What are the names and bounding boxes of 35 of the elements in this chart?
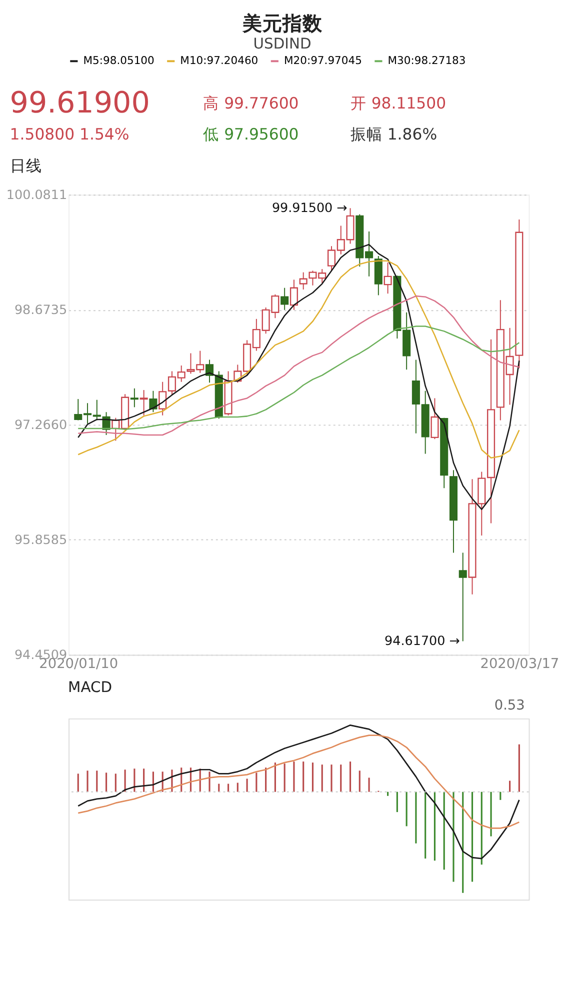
- y-tick-label: 100.0811: [6, 186, 68, 202]
- candlestick: [280, 287, 289, 310]
- annotation: 94.61700 →: [384, 633, 460, 648]
- text: 振幅 1.86%: [350, 124, 438, 144]
- candlestick: [299, 272, 308, 290]
- line-series: [77, 244, 520, 510]
- text: 开 98.11500: [350, 93, 446, 112]
- candlestick: [290, 279, 298, 310]
- candlestick: [130, 388, 138, 408]
- line-series: [77, 260, 520, 459]
- text: 1.50800 1.54%: [10, 124, 130, 144]
- chart-title: MACD: [68, 679, 112, 696]
- y-tick-label: 98.6735: [14, 302, 68, 318]
- candlestick: [140, 390, 148, 416]
- text: 99.61900: [10, 85, 150, 120]
- line-series: [77, 326, 520, 430]
- text: 高 99.77600: [203, 93, 299, 112]
- annotation: 99.91500 →: [272, 200, 348, 216]
- text: 日线: [10, 156, 42, 176]
- candlestick: [384, 262, 392, 294]
- candlestick: [458, 552, 467, 642]
- chart-subtitle: USDIND: [253, 36, 312, 53]
- legend-label: M30:98.27183: [388, 54, 466, 68]
- candlestick: [430, 398, 439, 440]
- legend-label: M10:97.20460: [180, 54, 258, 68]
- legend-label: M20:97.97045: [284, 54, 362, 68]
- legend-label: M5:98.05100: [83, 54, 155, 68]
- line-series: [77, 295, 520, 436]
- chart-title: 美元指数: [241, 12, 324, 36]
- y-tick-label: 97.2660: [14, 417, 68, 432]
- text: 0.53: [494, 698, 525, 714]
- x-tick-label: 2020/03/17: [480, 656, 560, 672]
- candlestick: [205, 359, 214, 384]
- y-tick-label: 95.8585: [14, 532, 68, 548]
- text: 低 97.95600: [203, 124, 299, 144]
